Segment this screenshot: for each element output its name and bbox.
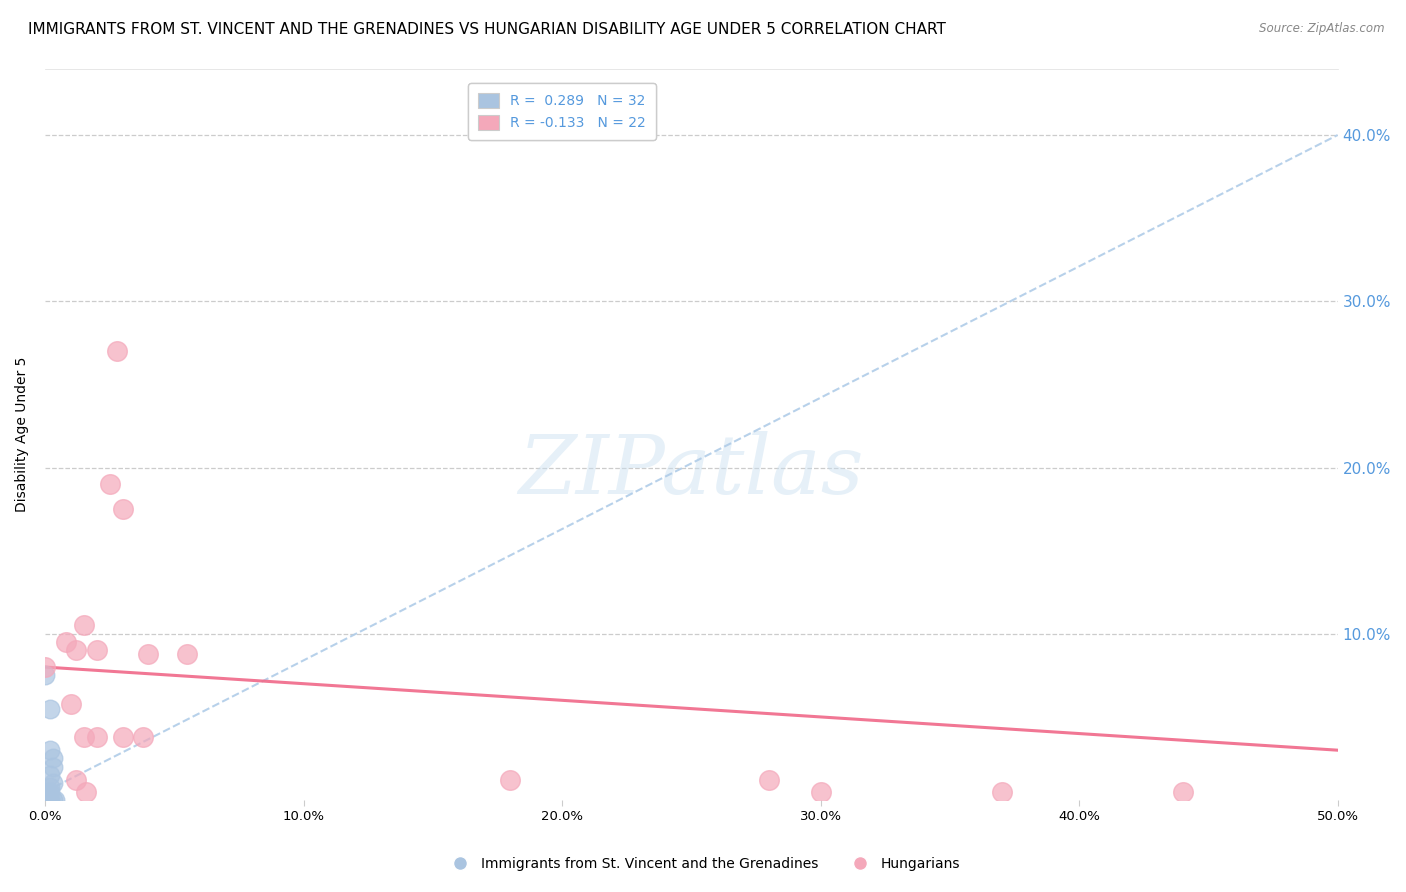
Point — [42, 751, 65, 765]
Point — [39, 793, 62, 807]
Point — [34, 793, 56, 807]
Point — [59, 697, 82, 711]
Y-axis label: Disability Age Under 5: Disability Age Under 5 — [15, 357, 30, 512]
Point — [35, 793, 58, 807]
Point — [44, 793, 66, 807]
Point — [35, 793, 58, 807]
Point — [73, 618, 96, 632]
Point — [176, 647, 198, 661]
Point — [98, 477, 121, 491]
Point — [111, 502, 134, 516]
Point — [34, 793, 56, 807]
Point — [55, 635, 77, 649]
Point — [37, 789, 59, 804]
Point — [42, 793, 65, 807]
Point — [39, 780, 62, 794]
Point — [37, 791, 59, 805]
Text: IMMIGRANTS FROM ST. VINCENT AND THE GRENADINES VS HUNGARIAN DISABILITY AGE UNDER: IMMIGRANTS FROM ST. VINCENT AND THE GREN… — [28, 22, 946, 37]
Point — [810, 785, 832, 799]
Point — [34, 793, 56, 807]
Point — [35, 793, 58, 807]
Point — [37, 793, 59, 807]
Point — [39, 701, 62, 715]
Point — [37, 793, 59, 807]
Point — [111, 730, 134, 744]
Legend: Immigrants from St. Vincent and the Grenadines, Hungarians: Immigrants from St. Vincent and the Gren… — [440, 851, 966, 876]
Point — [86, 643, 108, 657]
Point — [34, 793, 56, 807]
Point — [758, 773, 780, 788]
Point — [35, 791, 58, 805]
Point — [34, 660, 56, 674]
Point — [132, 730, 155, 744]
Point — [39, 743, 62, 757]
Point — [38, 793, 60, 807]
Point — [34, 668, 56, 682]
Point — [37, 788, 59, 802]
Point — [39, 785, 62, 799]
Point — [990, 785, 1012, 799]
Text: Source: ZipAtlas.com: Source: ZipAtlas.com — [1260, 22, 1385, 36]
Point — [37, 786, 59, 800]
Point — [35, 793, 58, 807]
Legend: R =  0.289   N = 32, R = -0.133   N = 22: R = 0.289 N = 32, R = -0.133 N = 22 — [468, 83, 655, 140]
Point — [86, 730, 108, 744]
Point — [35, 793, 58, 807]
Point — [138, 647, 160, 661]
Point — [39, 768, 62, 782]
Point — [65, 773, 87, 788]
Text: ZIPatlas: ZIPatlas — [519, 431, 865, 511]
Point — [35, 792, 58, 806]
Point — [105, 344, 128, 359]
Point — [1171, 785, 1194, 799]
Point — [42, 760, 65, 774]
Point — [65, 643, 87, 657]
Point — [35, 793, 58, 807]
Point — [35, 792, 58, 806]
Point — [73, 730, 96, 744]
Point — [499, 773, 522, 788]
Point — [42, 776, 65, 790]
Point — [75, 785, 97, 799]
